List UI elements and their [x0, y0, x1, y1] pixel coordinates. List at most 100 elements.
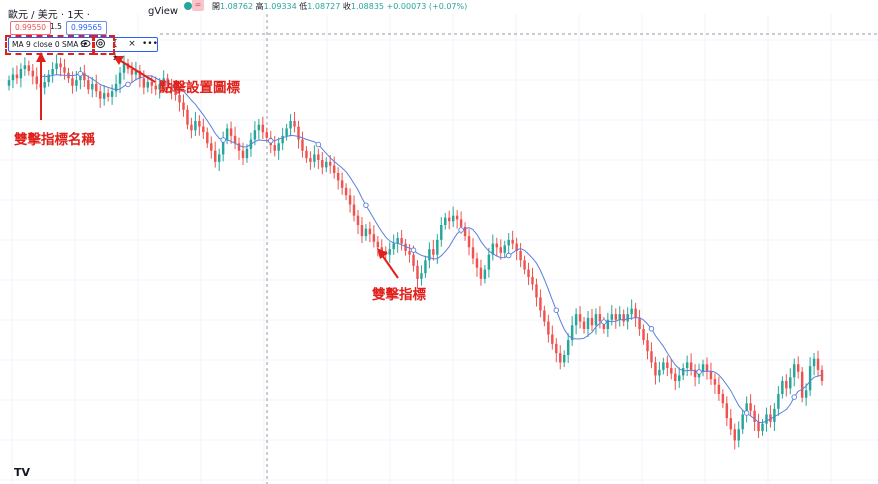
candle-body — [606, 319, 610, 329]
ma-marker — [267, 138, 274, 144]
arrow-to-ma-head — [377, 248, 388, 259]
candle-body — [582, 321, 586, 329]
chart-header: 歐元 / 美元 · 1天 · gView — [8, 6, 178, 21]
ma-marker — [172, 83, 179, 90]
ma-line[interactable] — [40, 73, 823, 424]
candle-body — [713, 379, 717, 385]
candle-body — [689, 362, 693, 370]
candle-body — [586, 317, 590, 329]
candle-body — [158, 83, 161, 90]
candle-body — [436, 239, 439, 255]
candle-body — [400, 238, 403, 244]
candle-body — [130, 69, 134, 75]
candle-body — [75, 80, 78, 86]
candle-body — [63, 67, 66, 73]
candle-body — [134, 70, 138, 75]
ma-marker — [743, 410, 750, 416]
tradingview-logo[interactable]: TV — [14, 466, 31, 479]
candle-body — [348, 195, 352, 205]
candle-body — [677, 375, 681, 381]
candle-body — [273, 145, 276, 151]
highlight-settings-icon — [92, 35, 115, 55]
candle-body — [634, 308, 637, 318]
more-icon[interactable]: ••• — [142, 39, 158, 49]
candle-body — [43, 82, 46, 88]
ma-marker — [553, 307, 560, 313]
candle-body — [138, 70, 142, 79]
candle-body — [812, 358, 816, 367]
candle-body — [432, 249, 435, 255]
candle-body — [408, 251, 411, 255]
annotation-arrows — [36, 52, 399, 279]
candle-body — [515, 243, 518, 251]
buy-button[interactable]: 0.99565 — [66, 21, 108, 35]
symbol-title[interactable]: 歐元 / 美元 · 1天 · — [8, 10, 90, 21]
candle-body — [106, 93, 110, 97]
candle-body — [221, 139, 225, 155]
candle-body — [15, 74, 19, 79]
candle-body — [59, 63, 62, 68]
candle-body — [507, 239, 510, 246]
sell-button[interactable]: 0.99550 — [10, 21, 52, 35]
candle-body — [681, 368, 685, 376]
candle-body — [630, 308, 633, 315]
candle-body — [392, 243, 395, 250]
candle-body — [388, 249, 391, 255]
candle-body — [170, 85, 173, 92]
candle-body — [685, 362, 689, 368]
candle-body — [733, 429, 736, 441]
candle-body — [487, 254, 491, 270]
candle-body — [376, 241, 380, 248]
ohlc-high: 1.09334 — [263, 2, 297, 11]
candle-body — [317, 154, 320, 160]
arrow-to-name-head — [36, 52, 46, 62]
candle-body — [424, 260, 427, 274]
candle-body — [602, 321, 606, 329]
candle-body — [701, 364, 705, 372]
close-icon[interactable]: × — [128, 39, 136, 49]
candle-body — [245, 148, 249, 159]
ohlc-low: 1.08727 — [307, 2, 341, 11]
candle-body — [257, 124, 261, 131]
candle-body — [182, 102, 185, 110]
candle-body — [356, 215, 360, 225]
candle-body — [396, 238, 399, 244]
candle-body — [800, 371, 804, 398]
ohlc-high-label: 高 — [255, 2, 264, 11]
candle-body — [293, 121, 296, 127]
candle-body — [709, 371, 713, 380]
settings-icon[interactable] — [94, 38, 106, 51]
candle-body — [313, 154, 316, 162]
candle-body — [570, 325, 574, 341]
candle-body — [654, 362, 657, 376]
ohlc-low-label: 低 — [299, 2, 308, 11]
eye-icon[interactable] — [79, 38, 91, 51]
candle-body — [646, 340, 649, 352]
candle-body — [555, 343, 558, 354]
candle-body — [642, 329, 645, 341]
candle-body — [499, 247, 502, 253]
candle-body — [198, 121, 201, 127]
candle-body — [785, 381, 788, 389]
candle-body — [321, 160, 324, 168]
candle-body — [475, 258, 479, 268]
candle-body — [658, 369, 661, 376]
candle-body — [253, 130, 257, 140]
candle-body — [23, 65, 27, 69]
candle-body — [662, 362, 665, 370]
candle-body — [721, 394, 725, 404]
indicator-name[interactable]: MA 9 close 0 SMA 5 — [12, 40, 86, 49]
candle-body — [202, 126, 205, 133]
candle-body — [47, 74, 50, 82]
ma-marker — [696, 369, 702, 375]
ohlc-open: 1.08762 — [220, 2, 254, 11]
candle-body — [459, 219, 463, 227]
candle-body — [122, 63, 126, 73]
ohlc-readout: 開1.08762 高1.09334 低1.08727 收1.08835 +0.0… — [212, 1, 467, 12]
candle-body — [725, 403, 729, 419]
equal-icon[interactable]: = — [192, 0, 204, 11]
candle-body — [444, 217, 447, 225]
ohlc-close-label: 收 — [342, 2, 351, 11]
candle-body — [285, 128, 288, 136]
